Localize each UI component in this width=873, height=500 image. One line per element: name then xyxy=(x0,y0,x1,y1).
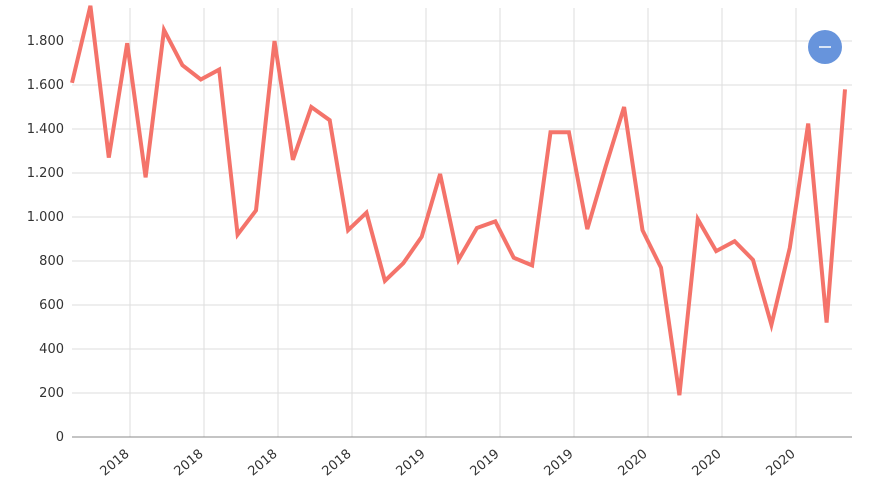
y-tick-label: 1.400 xyxy=(27,122,64,137)
x-tick-label: 2020 xyxy=(690,447,725,480)
series-layer xyxy=(70,5,847,396)
y-tick-label: 400 xyxy=(39,342,64,357)
y-tick-label: 1.000 xyxy=(27,210,64,225)
x-axis: 2018 2018 2018 2018 2019 2019 2019 2020 2020 2020 xyxy=(72,436,852,480)
y-tick-label: 600 xyxy=(39,298,64,313)
x-tick-label: 2018 xyxy=(246,447,281,480)
x-tick-label: 2018 xyxy=(172,447,207,480)
x-tick-label: 2018 xyxy=(98,447,133,480)
zoom-out-button[interactable] xyxy=(808,30,842,64)
x-tick-label: 2019 xyxy=(468,447,503,480)
y-tick-label: 200 xyxy=(39,386,64,401)
x-tick-label: 2020 xyxy=(764,447,799,480)
y-tick-label: 1.600 xyxy=(27,78,64,93)
x-tick-label: 2019 xyxy=(542,447,577,480)
y-tick-label: 800 xyxy=(39,254,64,269)
x-tick-label: 2018 xyxy=(320,447,355,480)
x-tick-label: 2019 xyxy=(394,447,429,480)
y-tick-label: 0 xyxy=(56,430,64,445)
series-line xyxy=(70,5,847,396)
y-axis: 0 200 400 600 800 1.000 1.200 1.400 1.600 1.800 xyxy=(27,34,64,445)
y-tick-label: 1.800 xyxy=(27,34,64,49)
y-tick-label: 1.200 xyxy=(27,166,64,181)
x-tick-label: 2020 xyxy=(616,447,651,480)
